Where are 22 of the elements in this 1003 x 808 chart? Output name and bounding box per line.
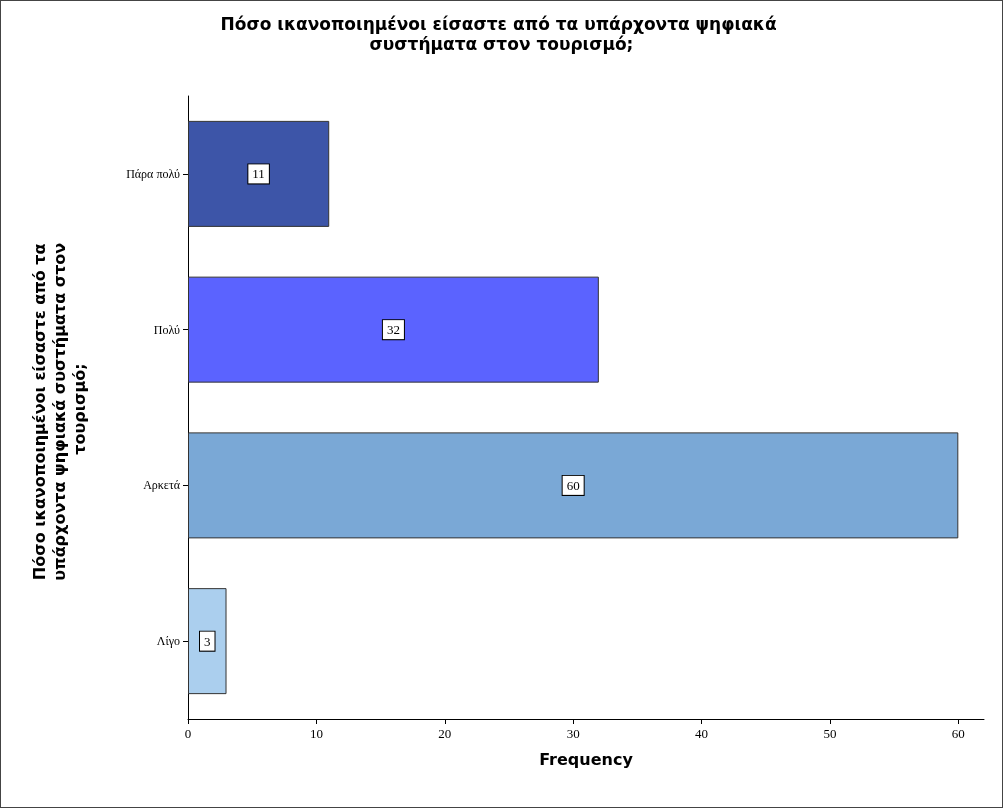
y-tick-label: Αρκετά <box>143 478 181 493</box>
bar <box>188 588 227 695</box>
bar <box>188 120 330 227</box>
data-label: 60 <box>566 477 580 493</box>
x-tick-label: 10 <box>309 726 323 741</box>
x-tick-label: 50 <box>823 726 837 741</box>
y-tick-label: Πάρα πολύ <box>126 166 181 181</box>
bar <box>188 276 599 383</box>
data-label: 11 <box>252 166 265 182</box>
y-axis-title: Πόσο ικανοποιημένοι είσαστε από τα υπάρχοντα ψηφιακά συστήματα στον τουρισμό; <box>29 237 89 581</box>
y-tick-label: Λίγο <box>156 634 180 649</box>
x-tick-label: 60 <box>951 726 965 741</box>
chart-title: Πόσο ικανοποιημένοι είσαστε από τα υπάρχοντα ψηφιακά συστήματα στον τουρισμό; <box>220 14 783 54</box>
x-tick-label: 40 <box>695 726 709 741</box>
data-label: 32 <box>386 322 400 338</box>
y-tick-label: Πολύ <box>153 322 181 337</box>
x-tick-label: 20 <box>438 726 452 741</box>
x-tick-label: 0 <box>184 726 192 741</box>
data-label: 3 <box>204 633 211 649</box>
x-axis-title: Frequency <box>539 749 634 769</box>
bar <box>188 432 959 539</box>
x-tick-label: 30 <box>566 726 580 741</box>
